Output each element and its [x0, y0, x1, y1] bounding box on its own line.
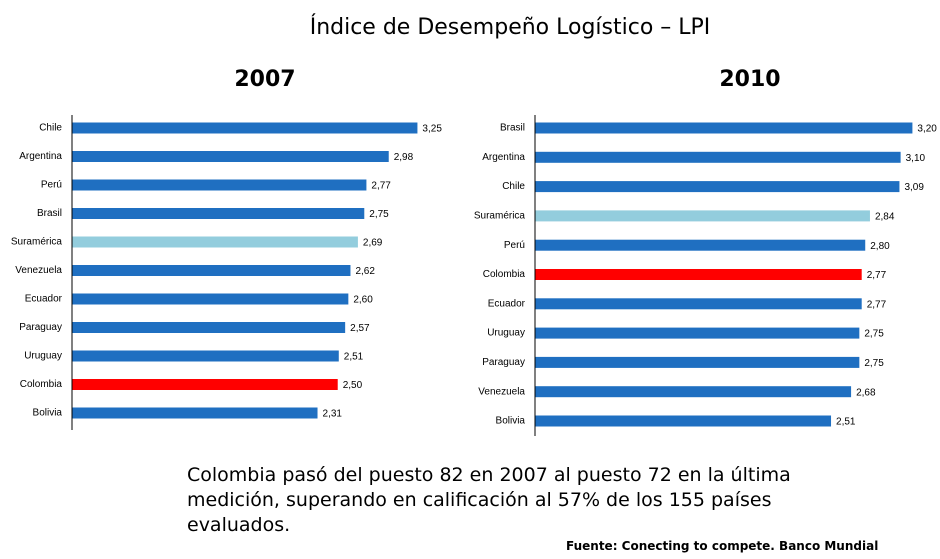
category-label: Suramérica [11, 237, 63, 248]
bar [535, 356, 860, 368]
chart-subtitle: 2007 [234, 67, 295, 92]
bar [535, 327, 860, 339]
bar [535, 415, 832, 427]
bar [535, 298, 862, 310]
category-label: Suramérica [474, 211, 526, 222]
value-label: 2,75 [864, 329, 884, 340]
bar [72, 350, 339, 362]
category-label: Uruguay [24, 351, 62, 362]
category-label: Paraguay [482, 357, 525, 368]
bar [535, 269, 862, 280]
bar [72, 151, 389, 162]
value-label: 3,25 [422, 124, 442, 135]
value-label: 2,62 [355, 266, 375, 277]
value-label: 2,77 [371, 181, 391, 192]
bar [535, 210, 870, 222]
value-label: 2,50 [343, 380, 363, 391]
category-label: Perú [504, 240, 525, 251]
category-label: Colombia [20, 379, 63, 390]
footer-source: Fuente: Conecting to compete. Banco Mund… [566, 539, 879, 553]
category-label: Venezuela [478, 386, 525, 397]
bar [72, 379, 338, 390]
bar [535, 386, 852, 398]
value-label: 2,69 [363, 238, 383, 249]
category-label: Chile [502, 181, 525, 192]
bar [535, 122, 913, 134]
bar [72, 236, 358, 248]
bar [535, 239, 866, 251]
category-label: Ecuador [488, 298, 526, 309]
category-label: Ecuador [25, 294, 63, 305]
bar [535, 181, 900, 193]
category-label: Brasil [37, 208, 62, 219]
value-label: 2,98 [394, 152, 414, 163]
category-label: Bolivia [33, 408, 63, 419]
value-label: 2,75 [864, 358, 884, 369]
category-label: Argentina [19, 151, 62, 162]
value-label: 2,77 [867, 270, 887, 281]
category-label: Argentina [482, 152, 525, 163]
value-label: 2,84 [875, 212, 895, 223]
chart-subtitle: 2010 [719, 67, 780, 92]
value-label: 2,68 [856, 387, 876, 398]
bar [72, 208, 365, 219]
category-label: Perú [41, 180, 62, 191]
category-label: Bolivia [496, 416, 526, 427]
bar [72, 407, 318, 419]
bar [72, 265, 351, 276]
value-label: 3,10 [906, 153, 926, 164]
category-label: Venezuela [15, 265, 62, 276]
value-label: 2,51 [836, 417, 856, 428]
bar [535, 151, 901, 163]
value-label: 2,80 [870, 241, 890, 252]
value-label: 3,20 [917, 124, 937, 135]
value-label: 3,09 [904, 182, 924, 193]
bar [72, 122, 418, 134]
bar [72, 322, 346, 333]
category-label: Colombia [483, 269, 526, 280]
value-label: 2,51 [344, 352, 364, 363]
bar [72, 293, 349, 305]
value-label: 2,31 [323, 409, 343, 420]
value-label: 2,60 [353, 295, 373, 306]
category-label: Paraguay [19, 322, 62, 333]
value-label: 2,75 [369, 209, 389, 220]
page-title: Índice de Desempeño Logístico – LPI [310, 14, 711, 40]
footer-note: Colombia pasó del puesto 82 en 2007 al p… [187, 464, 791, 536]
value-label: 2,57 [350, 323, 370, 334]
category-label: Brasil [500, 123, 525, 134]
value-label: 2,77 [867, 299, 887, 310]
bar [72, 179, 367, 191]
category-label: Uruguay [487, 328, 525, 339]
category-label: Chile [39, 123, 62, 134]
